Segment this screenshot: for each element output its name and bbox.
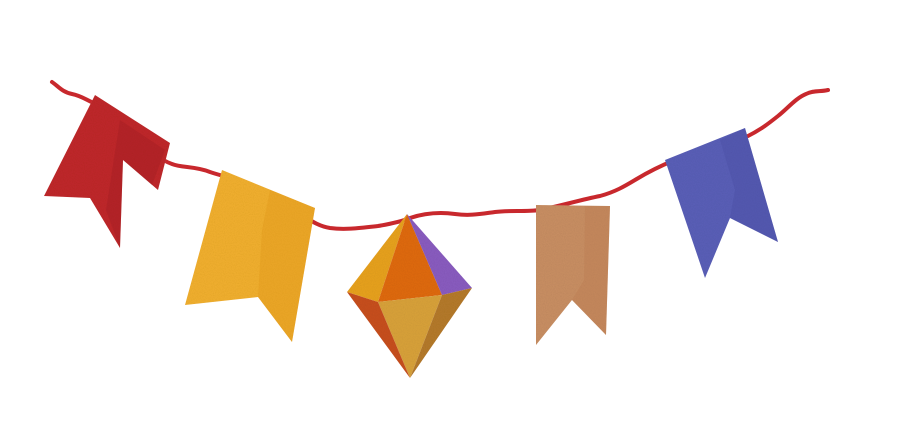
lantern-bottom-right-face (410, 288, 472, 378)
yellow-flag-shade (258, 190, 315, 342)
yellow-flag (185, 170, 315, 342)
lantern-bottom-left-face (347, 292, 410, 378)
paper-lantern (347, 214, 472, 378)
lantern-top-right-face (407, 214, 472, 295)
lantern-bottom-front-face (378, 295, 442, 378)
tan-flag-shade (572, 206, 610, 335)
red-flag-shade (106, 120, 165, 248)
lantern-top-front-face (378, 214, 442, 302)
red-flag (44, 95, 170, 248)
blue-flag-shade (720, 128, 778, 242)
lantern-top-left-face (347, 214, 407, 302)
tan-flag (536, 205, 610, 345)
blue-flag (665, 128, 778, 278)
